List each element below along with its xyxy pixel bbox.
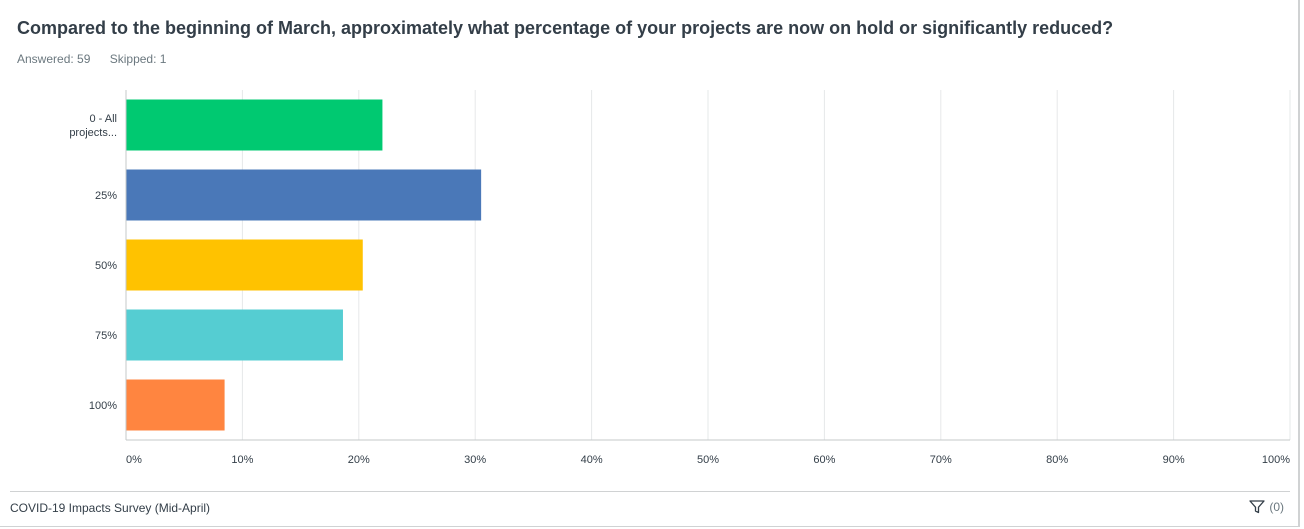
x-tick-label: 10% [231, 454, 253, 466]
x-tick-label: 40% [581, 454, 603, 466]
axes [125, 90, 1290, 441]
category-label: 0 - All [89, 113, 117, 125]
x-tick-label: 70% [930, 454, 952, 466]
footer-divider [10, 491, 1290, 492]
bar[interactable] [126, 309, 343, 361]
filter-count: (0) [1269, 500, 1284, 514]
bar[interactable] [126, 239, 363, 291]
question-title: Compared to the beginning of March, appr… [17, 18, 1114, 38]
bars [126, 99, 482, 431]
category-label: 100% [89, 400, 117, 412]
category-labels: 0 - All projects... 25% 50% 75% 100% [69, 113, 117, 412]
response-stats: Answered: 59 Skipped: 1 [17, 52, 182, 66]
category-label: 25% [95, 190, 117, 202]
category-label: projects... [69, 127, 117, 139]
chart-svg: 0 - All projects... 25% 50% 75% 100% 0% 10% 20%… [69, 90, 1291, 466]
filter-button[interactable]: (0) [1249, 500, 1284, 514]
tick-labels: 0% 10% 20% 30% 40% 50% 60% 70% 80% 90% 100% [126, 454, 1290, 466]
x-tick-label: 80% [1046, 454, 1068, 466]
bar[interactable] [126, 169, 482, 221]
x-tick-label: 0% [126, 454, 142, 466]
x-tick-label: 90% [1163, 454, 1185, 466]
x-tick-label: 100% [1262, 454, 1290, 466]
survey-name: COVID-19 Impacts Survey (Mid-April) [10, 501, 211, 515]
x-tick-label: 30% [464, 454, 486, 466]
x-tick-label: 60% [813, 454, 835, 466]
category-label: 75% [95, 330, 117, 342]
x-tick-label: 50% [697, 454, 719, 466]
x-tick-label: 20% [348, 454, 370, 466]
bar-chart: 0 - All projects... 25% 50% 75% 100% 0% 10% 20%… [0, 80, 1300, 480]
answered-count: Answered: 59 [17, 52, 91, 66]
skipped-count: Skipped: 1 [109, 52, 167, 66]
category-label: 50% [95, 260, 117, 272]
bar[interactable] [126, 379, 225, 431]
filter-icon [1249, 500, 1265, 514]
bar[interactable] [126, 99, 383, 151]
grid-lines [241, 90, 1291, 440]
